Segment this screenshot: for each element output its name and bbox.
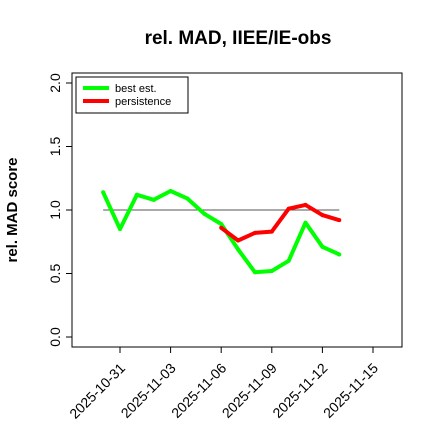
data-point [101, 190, 106, 195]
data-point [134, 192, 139, 197]
data-point [286, 206, 291, 211]
chart-title: rel. MAD, IIEE/IE-obs [145, 28, 332, 49]
legend-box [75, 76, 189, 114]
data-point [252, 230, 257, 235]
x-tick-label: 2025-11-15 [320, 360, 381, 421]
data-point [269, 268, 274, 273]
data-point [151, 197, 156, 202]
data-point [236, 238, 241, 243]
legend-label: persistence [115, 96, 171, 108]
data-point [168, 188, 173, 193]
data-point [337, 252, 342, 257]
data-point [202, 211, 207, 216]
data-point [118, 227, 122, 232]
series-line-best-est [101, 189, 341, 275]
y-axis-label: rel. MAD score [4, 157, 21, 262]
y-tick-label: 0.0 [47, 327, 63, 347]
data-point [303, 202, 308, 207]
data-point [219, 221, 224, 226]
data-point [320, 213, 325, 218]
y-tick-label: 0.5 [47, 264, 63, 284]
legend-label: best est. [115, 83, 157, 95]
data-point [252, 270, 257, 275]
y-tick-label: 1.0 [47, 200, 63, 220]
data-point [303, 220, 308, 225]
data-point [320, 244, 325, 249]
y-tick-label: 2.0 [47, 73, 63, 93]
data-point [219, 225, 224, 230]
series-line-persistence [219, 202, 340, 243]
data-point [337, 218, 342, 223]
data-point [269, 229, 274, 234]
data-point [286, 258, 291, 263]
data-point [185, 196, 190, 201]
y-tick-label: 1.5 [47, 137, 63, 157]
data-point [236, 247, 241, 252]
